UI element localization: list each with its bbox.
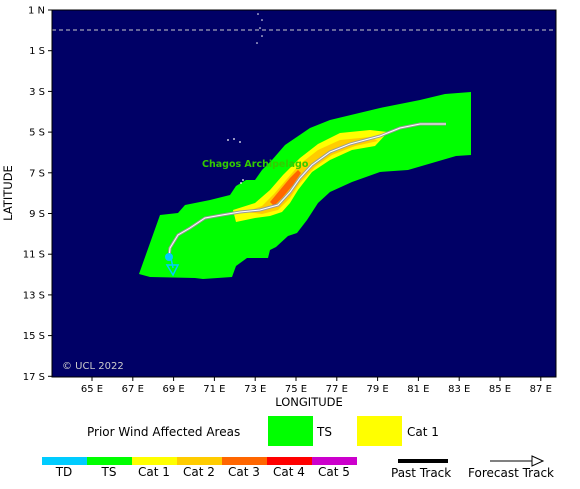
scale-label: Cat 4	[273, 465, 305, 479]
cat3-wind-area	[270, 170, 301, 206]
lon-tick-label: 77 E	[326, 384, 348, 395]
scale-swatch	[42, 457, 87, 465]
forecast-arrow-icon	[165, 264, 180, 277]
forecast-track-label: Forecast Track	[468, 466, 554, 480]
scale-label: Cat 2	[183, 465, 215, 479]
lon-tick-label: 75 E	[285, 384, 307, 395]
map-frame	[51, 9, 557, 378]
lon-tick-label: 65 E	[81, 384, 103, 395]
scale-label: Cat 3	[228, 465, 260, 479]
lat-tick-label: 3 S	[29, 87, 45, 98]
ts-wind-area	[139, 92, 471, 279]
lon-tick-label: 73 E	[244, 384, 266, 395]
scale-swatch	[222, 457, 267, 465]
lon-tick-label: 85 E	[489, 384, 511, 395]
lon-tick-label: 67 E	[122, 384, 144, 395]
lon-tick-label: 87 E	[530, 384, 552, 395]
forecast-track-symbol	[490, 455, 545, 467]
lat-tick-label: 7 S	[29, 168, 45, 179]
ts-swatch-label: TS	[317, 425, 332, 439]
scale-swatch	[312, 457, 357, 465]
lat-tick-label: 1 N	[28, 6, 45, 17]
x-axis-title: LONGITUDE	[275, 395, 343, 409]
scale-label: Cat 5	[318, 465, 350, 479]
lon-tick-label: 83 E	[448, 384, 470, 395]
lon-tick-label: 79 E	[366, 384, 388, 395]
y-axis-title: LATITUDE	[1, 165, 15, 221]
cat1-swatch-label: Cat 1	[407, 425, 439, 439]
lat-tick-label: 13 S	[23, 290, 45, 301]
past-track-label: Past Track	[391, 466, 452, 480]
place-label: Chagos Archipelago	[202, 159, 309, 170]
island-dots	[227, 13, 263, 184]
prior-areas-label: Prior Wind Affected Areas	[87, 425, 241, 439]
scale-swatch	[177, 457, 222, 465]
lat-tick-label: 15 S	[23, 331, 45, 342]
scale-label: TD	[55, 465, 73, 479]
lat-tick-label: 1 S	[29, 46, 45, 57]
longitude-ticks: 65 E 67 E 69 E 71 E 73 E 75 E 77 E 79 E 81 E 83 E…	[81, 377, 552, 395]
past-track-symbol	[398, 459, 448, 463]
legend: Prior Wind Affected Areas TS Cat 1	[0, 410, 580, 489]
ts-swatch	[268, 416, 313, 446]
wind-swath-map: Chagos Archipelago © UCL 2022 1 N 1 S 3 S 5…	[1, 6, 557, 409]
scale-swatch	[132, 457, 177, 465]
lon-tick-label: 69 E	[162, 384, 184, 395]
lat-tick-label: 5 S	[29, 128, 45, 139]
lat-tick-label: 9 S	[29, 209, 45, 220]
lat-tick-label: 17 S	[23, 372, 45, 383]
scale-label: TS	[101, 465, 117, 479]
scale-label: Cat 1	[138, 465, 170, 479]
cat1-swatch	[357, 416, 402, 446]
past-track-core	[168, 123, 446, 259]
lon-tick-label: 81 E	[407, 384, 429, 395]
latitude-ticks: 1 N 1 S 3 S 5 S 7 S 9 S 11 S 13 S 15 S 17 S	[23, 6, 52, 383]
lat-tick-label: 11 S	[23, 250, 45, 261]
scale-swatch	[87, 457, 132, 465]
forecast-track-line	[170, 257, 174, 269]
copyright-label: © UCL 2022	[62, 361, 124, 372]
lon-tick-label: 71 E	[203, 384, 225, 395]
scale-swatch	[267, 457, 312, 465]
